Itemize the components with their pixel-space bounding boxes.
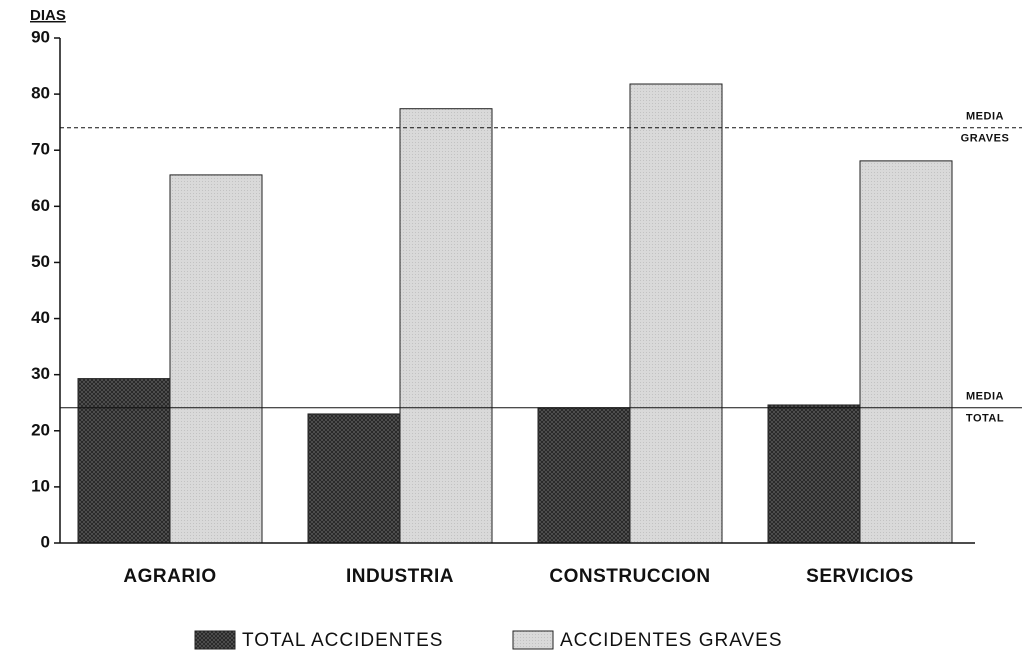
bar bbox=[537, 407, 631, 544]
y-tick-label: 80 bbox=[31, 84, 50, 103]
bar bbox=[399, 108, 493, 544]
bar bbox=[859, 160, 953, 544]
reference-label: MEDIA bbox=[966, 111, 1004, 123]
y-tick-label: 40 bbox=[31, 308, 50, 327]
reference-label: GRAVES bbox=[961, 133, 1010, 145]
legend-swatch bbox=[512, 630, 554, 650]
bar bbox=[629, 83, 723, 544]
reference-label: MEDIA bbox=[966, 391, 1004, 403]
y-tick-label: 50 bbox=[31, 252, 50, 271]
y-tick-label: 0 bbox=[41, 532, 50, 551]
bar bbox=[77, 378, 171, 544]
bar bbox=[307, 413, 401, 544]
y-tick-label: 30 bbox=[31, 364, 50, 383]
y-tick-label: 20 bbox=[31, 420, 50, 439]
legend-label: ACCIDENTES GRAVES bbox=[560, 630, 783, 651]
bar bbox=[767, 404, 861, 544]
x-tick-label: INDUSTRIA bbox=[346, 566, 454, 587]
y-axis-label: DIAS bbox=[30, 7, 66, 24]
legend-swatch bbox=[194, 630, 236, 650]
reference-label: TOTAL bbox=[966, 413, 1004, 425]
x-tick-label: SERVICIOS bbox=[806, 566, 914, 587]
legend-label: TOTAL ACCIDENTES bbox=[242, 630, 443, 651]
y-tick-label: 90 bbox=[31, 27, 50, 46]
bar bbox=[169, 174, 263, 544]
y-tick-label: 60 bbox=[31, 196, 50, 215]
x-tick-label: CONSTRUCCION bbox=[549, 566, 710, 587]
y-tick-label: 70 bbox=[31, 140, 50, 159]
y-tick-label: 10 bbox=[31, 476, 50, 495]
x-tick-label: AGRARIO bbox=[123, 566, 216, 587]
